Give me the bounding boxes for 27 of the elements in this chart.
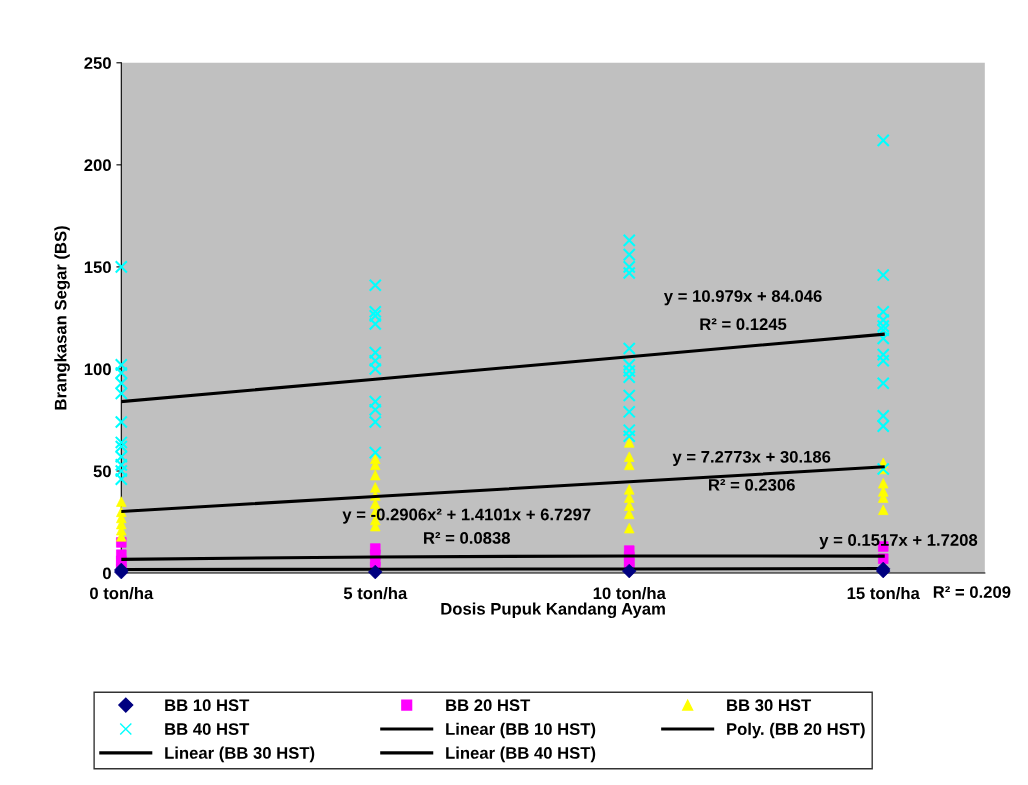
legend-label: BB 10 HST — [165, 699, 250, 712]
legend-label: Linear (BB 40 HST) — [446, 746, 596, 763]
x-tick-label: 10 ton/ha — [593, 586, 666, 600]
x-axis-title: Dosis Pupuk Kandang Ayam — [441, 602, 665, 619]
text: R² = 0.209 — [933, 586, 1011, 598]
y-tick-label: 100 — [84, 363, 111, 376]
y-tick-label: 200 — [84, 159, 111, 172]
legend-label: Linear (BB 30 HST) — [165, 746, 315, 763]
annotation: y = 7.2773x + 30.186 — [672, 450, 831, 467]
x-tick-label: 0 ton/ha — [90, 586, 154, 600]
y-axis-title: Brangkasan Segar (BS) — [54, 226, 70, 410]
legend-label: BB 20 HST — [446, 699, 531, 712]
x-tick-label: 15 ton/ha — [847, 586, 920, 600]
annotation: R² = 0.0838 — [424, 532, 510, 544]
annotation: y = 0.1517x + 1.7208 — [819, 534, 978, 550]
y-tick-label: 50 — [93, 465, 111, 478]
legend-label: Poly. (BB 20 HST) — [727, 722, 865, 739]
annotation: R² = 0.2306 — [709, 478, 795, 491]
legend-label: BB 40 HST — [165, 723, 250, 735]
y-tick-label: 0 — [102, 567, 111, 580]
legend-label: BB 30 HST — [727, 699, 812, 712]
y-tick-label: 150 — [84, 261, 111, 274]
x-tick-label: 5 ton/ha — [343, 586, 408, 600]
annotation: y = 10.979x + 84.046 — [663, 290, 822, 306]
y-tick-label: 250 — [84, 57, 111, 69]
legend-label: Linear (BB 10 HST) — [446, 722, 596, 739]
annotation: R² = 0.1245 — [700, 318, 787, 331]
